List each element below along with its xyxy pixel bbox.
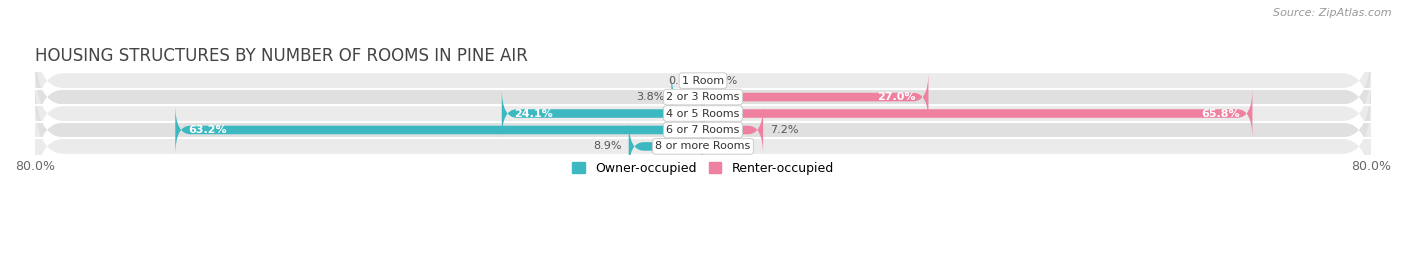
FancyBboxPatch shape [671,72,703,122]
Text: 8.9%: 8.9% [593,141,621,151]
Text: 7.2%: 7.2% [770,125,799,135]
FancyBboxPatch shape [35,30,1371,131]
Text: 27.0%: 27.0% [877,92,915,102]
Text: 4 or 5 Rooms: 4 or 5 Rooms [666,108,740,119]
Text: 65.8%: 65.8% [1201,108,1240,119]
FancyBboxPatch shape [35,96,1371,197]
Text: 8 or more Rooms: 8 or more Rooms [655,141,751,151]
Text: 0.0%: 0.0% [710,76,738,86]
FancyBboxPatch shape [35,63,1371,164]
Legend: Owner-occupied, Renter-occupied: Owner-occupied, Renter-occupied [568,157,838,180]
FancyBboxPatch shape [703,105,763,155]
Text: 1 Room: 1 Room [682,76,724,86]
FancyBboxPatch shape [703,88,1253,139]
FancyBboxPatch shape [703,72,928,122]
Text: 63.2%: 63.2% [188,125,226,135]
Text: HOUSING STRUCTURES BY NUMBER OF ROOMS IN PINE AIR: HOUSING STRUCTURES BY NUMBER OF ROOMS IN… [35,47,527,65]
Text: 6 or 7 Rooms: 6 or 7 Rooms [666,125,740,135]
Text: 0.0%: 0.0% [710,141,738,151]
FancyBboxPatch shape [176,105,703,155]
FancyBboxPatch shape [35,80,1371,180]
Text: Source: ZipAtlas.com: Source: ZipAtlas.com [1274,8,1392,18]
FancyBboxPatch shape [628,121,703,172]
Text: 3.8%: 3.8% [637,92,665,102]
FancyBboxPatch shape [502,88,703,139]
Text: 24.1%: 24.1% [515,108,553,119]
FancyBboxPatch shape [35,47,1371,147]
Text: 2 or 3 Rooms: 2 or 3 Rooms [666,92,740,102]
Text: 0.0%: 0.0% [668,76,696,86]
